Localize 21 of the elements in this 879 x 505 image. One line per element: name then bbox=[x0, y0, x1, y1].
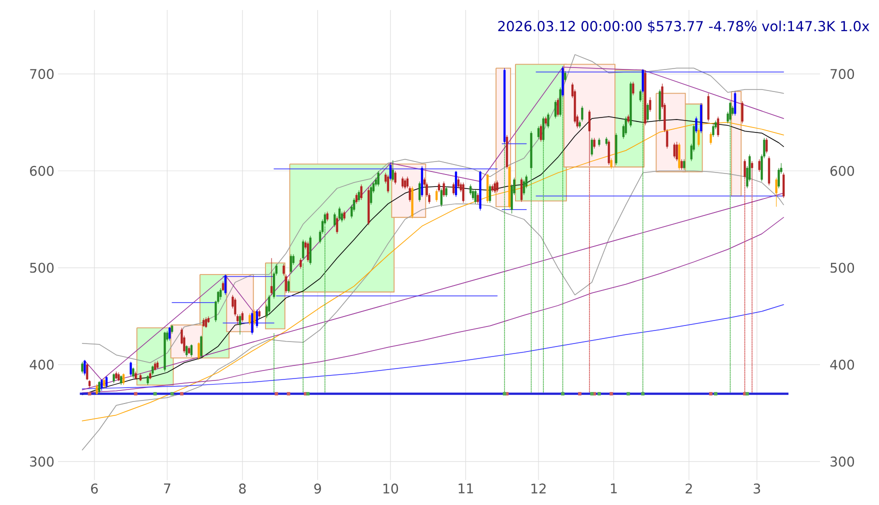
y2-tick-label: 300 bbox=[830, 456, 854, 467]
text: 2026.03.12 00:00:00 $573.77 -4.78% vol:147.3K 1.0x bbox=[498, 20, 870, 34]
y-tick-label: 600 bbox=[30, 166, 54, 176]
y2-tick-label: 500 bbox=[830, 262, 854, 273]
x-tick-label: 8 bbox=[239, 484, 246, 494]
x-tick-label: 10 bbox=[383, 484, 398, 494]
x-tick-label: 6 bbox=[91, 484, 98, 494]
x-tick-label: 7 bbox=[164, 484, 170, 494]
y2-tick-label: 400 bbox=[830, 360, 854, 370]
y-tick-label: 300 bbox=[30, 456, 54, 467]
y-tick-label: 700 bbox=[30, 68, 54, 79]
y-tick-label: 400 bbox=[30, 360, 54, 370]
x-tick-label: 1 bbox=[610, 484, 617, 494]
x-tick-label: 12 bbox=[531, 484, 546, 494]
y-tick-label: 500 bbox=[30, 262, 54, 273]
y2-tick-label: 700 bbox=[830, 68, 854, 79]
y2-tick-label: 600 bbox=[830, 166, 854, 176]
x-tick-label: 2 bbox=[686, 484, 692, 494]
x-tick-label: 3 bbox=[754, 484, 760, 494]
x-tick-label: 11 bbox=[458, 484, 473, 494]
x-tick-label: 9 bbox=[314, 484, 321, 494]
